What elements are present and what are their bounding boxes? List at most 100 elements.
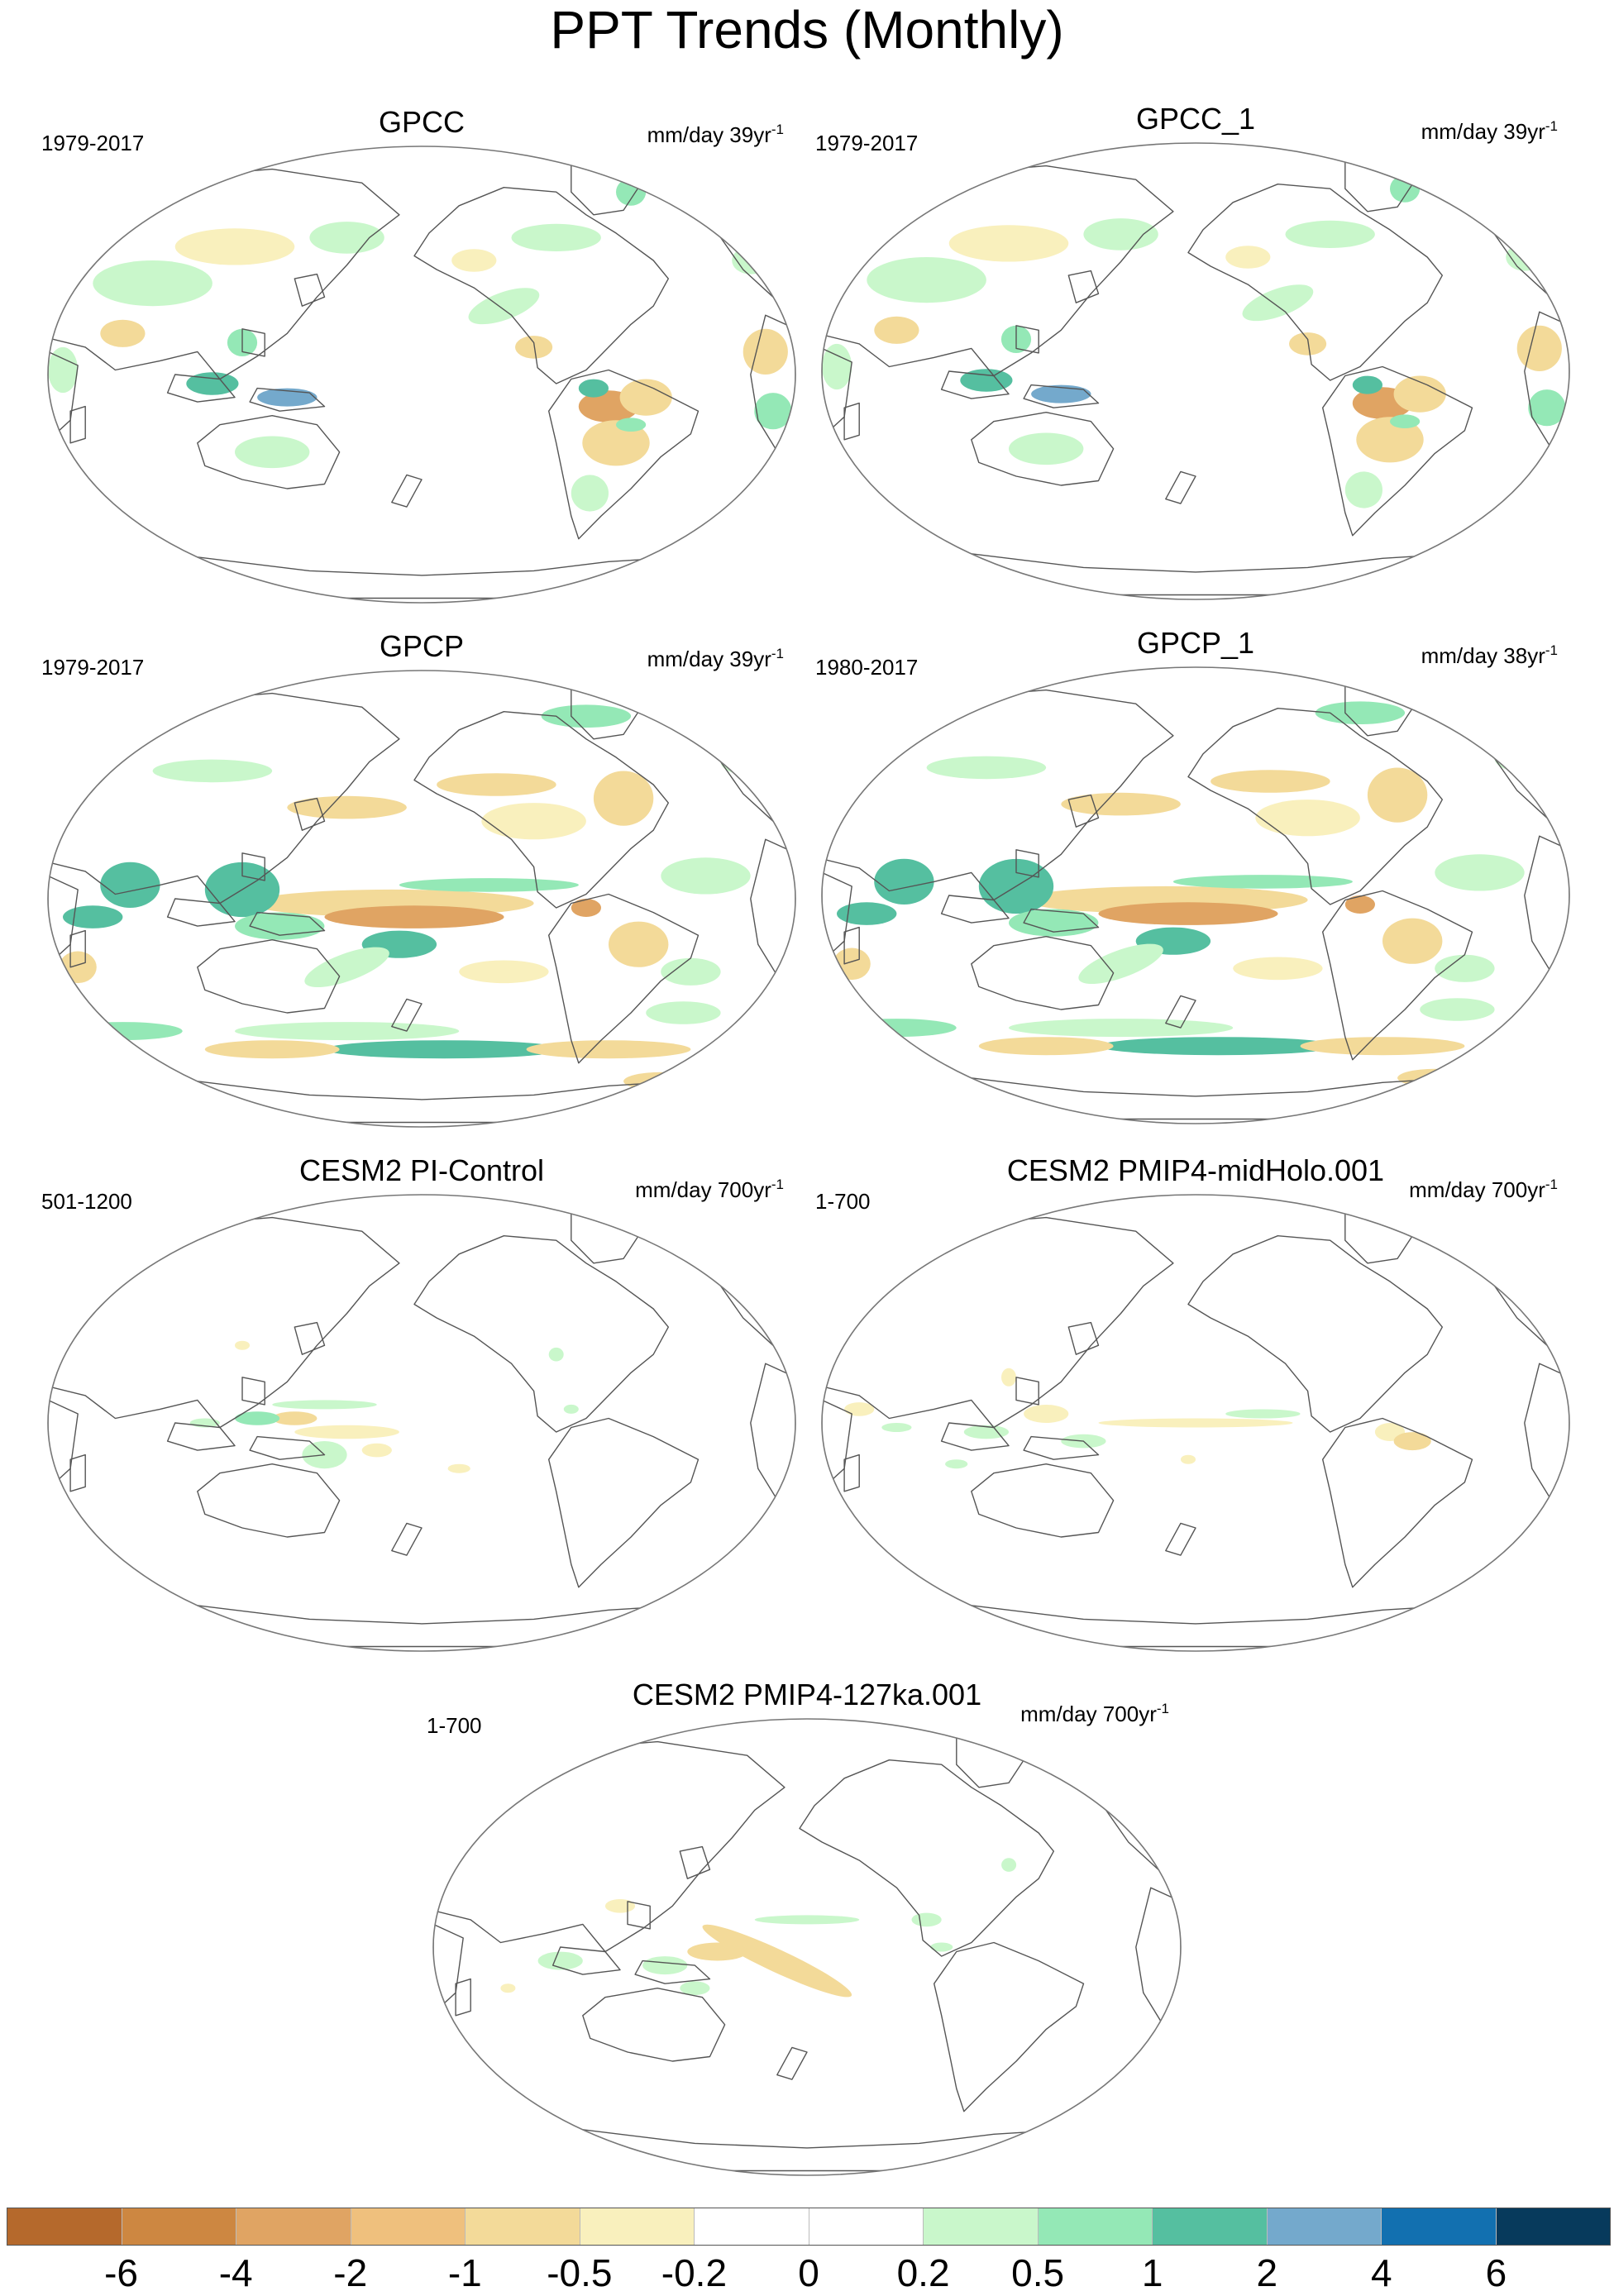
trend-patch [324,1040,564,1059]
panel-title: CESM2 PI-Control [298,1153,545,1187]
colorbar-box [236,2208,351,2245]
trend-patch [945,1459,968,1469]
trend-patch [661,857,751,895]
trend-patch [272,1400,377,1410]
coastline-indonesia2 [249,911,326,936]
coastline-australia [971,936,1115,1010]
coastline-philippines [627,1901,651,1930]
coastline-newZealand [391,474,423,508]
trend-patch [1210,770,1330,793]
coastline-australia [197,415,341,489]
trend-patch [511,223,601,251]
coastline-philippines [1015,1377,1039,1406]
trend-patch [63,1022,183,1041]
coastline-japan [1067,1321,1100,1355]
trend-patch [1098,1418,1293,1428]
colorbar-box [351,2208,466,2245]
colorbar-tick-label: -2 [333,2251,368,2294]
map-background [433,1719,1181,2175]
trend-patch [743,328,788,375]
coastline-indonesia2 [249,1435,326,1460]
map-background [48,146,795,603]
coastline-philippines [241,328,265,357]
trend-patch [1255,800,1360,837]
coastline-northAmerica [413,187,669,384]
trend-patch [93,260,212,307]
trend-patch [1172,875,1353,889]
trend-map [821,666,1570,1124]
coastline-northAmerica [413,711,669,909]
coastline-northAmerica [1187,184,1443,381]
coastline-africaWest [433,1923,464,2007]
trend-patch [447,1463,470,1473]
trend-patch [500,1983,516,1993]
trend-patch [1225,246,1271,269]
trend-patch [616,418,647,432]
trend-patch [537,1951,583,1970]
trend-patch [1382,918,1443,964]
trend-patch [437,773,556,796]
trend-patch [1344,471,1382,508]
trend-patch [702,1924,852,1998]
trend-patch [1300,1037,1465,1056]
panel-title: GPCC [378,105,465,139]
trend-patch [1285,220,1375,248]
panel-units: mm/day 700yr-1 [635,1177,784,1202]
map-panel-gpcp: GPCP 1979-2017 mm/day 39yr-1 [41,628,802,1158]
trend-patch [204,1040,340,1059]
coastline-indonesia1 [552,1946,621,1975]
coastline-indonesia2 [1023,908,1100,933]
coastline-japan [294,1321,326,1355]
trend-patch [1397,1068,1473,1087]
trend-patch [1352,375,1382,394]
panel-period: 1-700 [427,1713,482,1738]
trend-patch [754,1915,860,1925]
panel-title: CESM2 PMIP4-midHolo.001 [1006,1153,1385,1187]
map-panel-gpcc-1: GPCC_1 1979-2017 mm/day 39yr-1 [815,101,1576,630]
trend-patch [1009,1019,1234,1038]
colorbar-tick-label: -6 [104,2251,139,2294]
trend-patch [963,1425,1009,1439]
trend-patch [235,1022,460,1041]
coastline-philippines [241,852,265,881]
trend-patch [616,178,647,206]
panel-period: 1979-2017 [41,131,145,155]
coastline-indonesia1 [940,895,1010,924]
trend-patch [1506,243,1544,271]
trend-patch [1024,1405,1069,1423]
trend-patch [1390,174,1421,203]
trend-patch [186,372,239,395]
trend-patch [1098,1037,1338,1056]
coastline-indonesia2 [1023,1435,1100,1460]
trend-patch [468,288,540,325]
colorbar-tick-label: 2 [1256,2251,1278,2294]
map-frame [821,666,1570,1124]
trend-patch [1225,1409,1301,1419]
coastline-japan [1067,270,1100,303]
panel-period: 1-700 [815,1189,871,1214]
coastline-southAmerica [934,1941,1085,2112]
trend-map [47,1194,796,1652]
coastline-indonesia2 [634,1959,711,1984]
coastline-indonesia1 [940,1422,1010,1451]
trend-patch [960,369,1013,392]
coastline-northAmerica [413,1235,669,1433]
trend-map [47,146,796,604]
trend-patch [235,436,310,469]
colorbar-box [1496,2208,1610,2245]
coastline-australia [197,939,341,1014]
coastline-newZealand [391,1522,423,1556]
coastline-northAmerica [1187,1235,1443,1433]
trend-patch [837,724,912,747]
coastline-australia [197,1463,341,1538]
trend-patch [609,921,669,967]
trend-patch [1078,943,1163,985]
trend-patch [926,756,1047,780]
trend-patch [661,957,721,986]
trend-patch [63,905,123,928]
trend-patch [623,1072,699,1091]
colorbar-tick-label: -0.5 [547,2251,613,2294]
colorbar-box [1267,2208,1382,2245]
trend-patch [1494,744,1554,772]
coastline-africaWest [48,1399,79,1483]
